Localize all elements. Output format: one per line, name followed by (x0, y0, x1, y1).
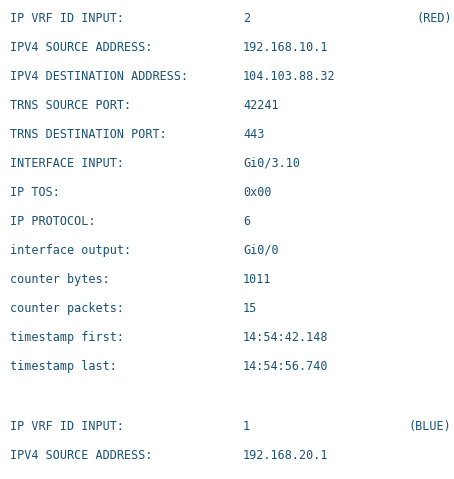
Text: timestamp first:: timestamp first: (10, 331, 124, 344)
Text: counter bytes:: counter bytes: (10, 273, 110, 286)
Text: counter packets:: counter packets: (10, 302, 124, 315)
Text: 14:54:42.148: 14:54:42.148 (243, 331, 328, 344)
Text: (RED): (RED) (416, 12, 452, 25)
Text: 14:54:56.740: 14:54:56.740 (243, 360, 328, 373)
Text: 192.168.10.1: 192.168.10.1 (243, 41, 328, 54)
Text: Gi0/0: Gi0/0 (243, 244, 278, 257)
Text: (BLUE): (BLUE) (409, 420, 452, 433)
Text: 6: 6 (243, 215, 250, 228)
Text: 2: 2 (243, 12, 250, 25)
Text: IPV4 SOURCE ADDRESS:: IPV4 SOURCE ADDRESS: (10, 41, 153, 54)
Text: 69.10.42.209: 69.10.42.209 (243, 478, 328, 479)
Text: IP TOS:: IP TOS: (10, 186, 60, 199)
Text: 443: 443 (243, 128, 264, 141)
Text: IPV4 SOURCE ADDRESS:: IPV4 SOURCE ADDRESS: (10, 449, 153, 462)
Text: 104.103.88.32: 104.103.88.32 (243, 70, 336, 83)
Text: TRNS DESTINATION PORT:: TRNS DESTINATION PORT: (10, 128, 167, 141)
Text: 0x00: 0x00 (243, 186, 271, 199)
Text: timestamp last:: timestamp last: (10, 360, 117, 373)
Text: 1: 1 (243, 420, 250, 433)
Text: interface output:: interface output: (10, 244, 131, 257)
Text: 42241: 42241 (243, 99, 278, 112)
Text: Gi0/3.10: Gi0/3.10 (243, 157, 300, 170)
Text: 192.168.20.1: 192.168.20.1 (243, 449, 328, 462)
Text: 1011: 1011 (243, 273, 271, 286)
Text: IPV4 DESTINATION ADDRESS:: IPV4 DESTINATION ADDRESS: (10, 478, 188, 479)
Text: 15: 15 (243, 302, 257, 315)
Text: IP VRF ID INPUT:: IP VRF ID INPUT: (10, 420, 124, 433)
Text: IP PROTOCOL:: IP PROTOCOL: (10, 215, 95, 228)
Text: IP VRF ID INPUT:: IP VRF ID INPUT: (10, 12, 124, 25)
Text: INTERFACE INPUT:: INTERFACE INPUT: (10, 157, 124, 170)
Text: TRNS SOURCE PORT:: TRNS SOURCE PORT: (10, 99, 131, 112)
Text: IPV4 DESTINATION ADDRESS:: IPV4 DESTINATION ADDRESS: (10, 70, 188, 83)
